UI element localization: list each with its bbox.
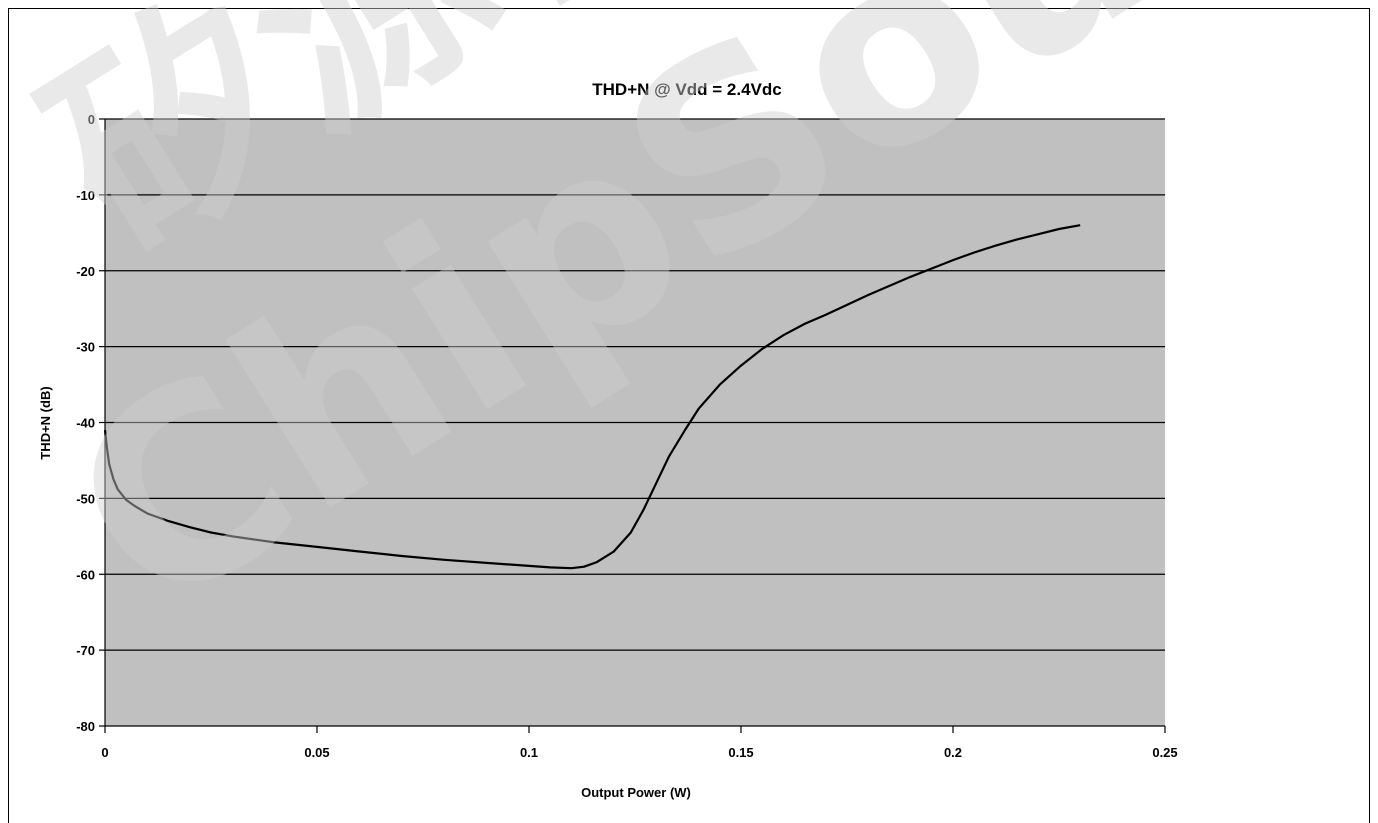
- y-tick-label: -30: [76, 340, 95, 355]
- chart-title: THD+N @ Vdd = 2.4Vdc: [592, 80, 781, 99]
- x-tick-label: 0.25: [1152, 745, 1177, 760]
- x-tick-label: 0: [101, 745, 108, 760]
- x-tick-label: 0.2: [944, 745, 962, 760]
- x-tick-label: 0.15: [728, 745, 753, 760]
- y-tick-label: -50: [76, 491, 95, 506]
- x-tick-label: 0.05: [304, 745, 329, 760]
- ticks: 0 -10 -20 -30 -40 -50 -60 -70 -80 0 0.05 0.1 0.15 0.2…: [76, 112, 1177, 760]
- y-tick-label: -80: [76, 719, 95, 734]
- y-tick-label: -20: [76, 264, 95, 279]
- x-tick-label: 0.1: [520, 745, 538, 760]
- y-axis-label: THD+N (dB): [38, 386, 53, 459]
- gridlines: [105, 118, 1165, 651]
- y-tick-label: -40: [76, 416, 95, 431]
- y-tick-label: 0: [88, 112, 95, 127]
- x-axis-label: Output Power (W): [581, 785, 691, 800]
- y-tick-label: -70: [76, 643, 95, 658]
- series-line: [103, 224, 1081, 570]
- y-tick-label: -10: [76, 188, 95, 203]
- y-tick-label: -60: [76, 567, 95, 582]
